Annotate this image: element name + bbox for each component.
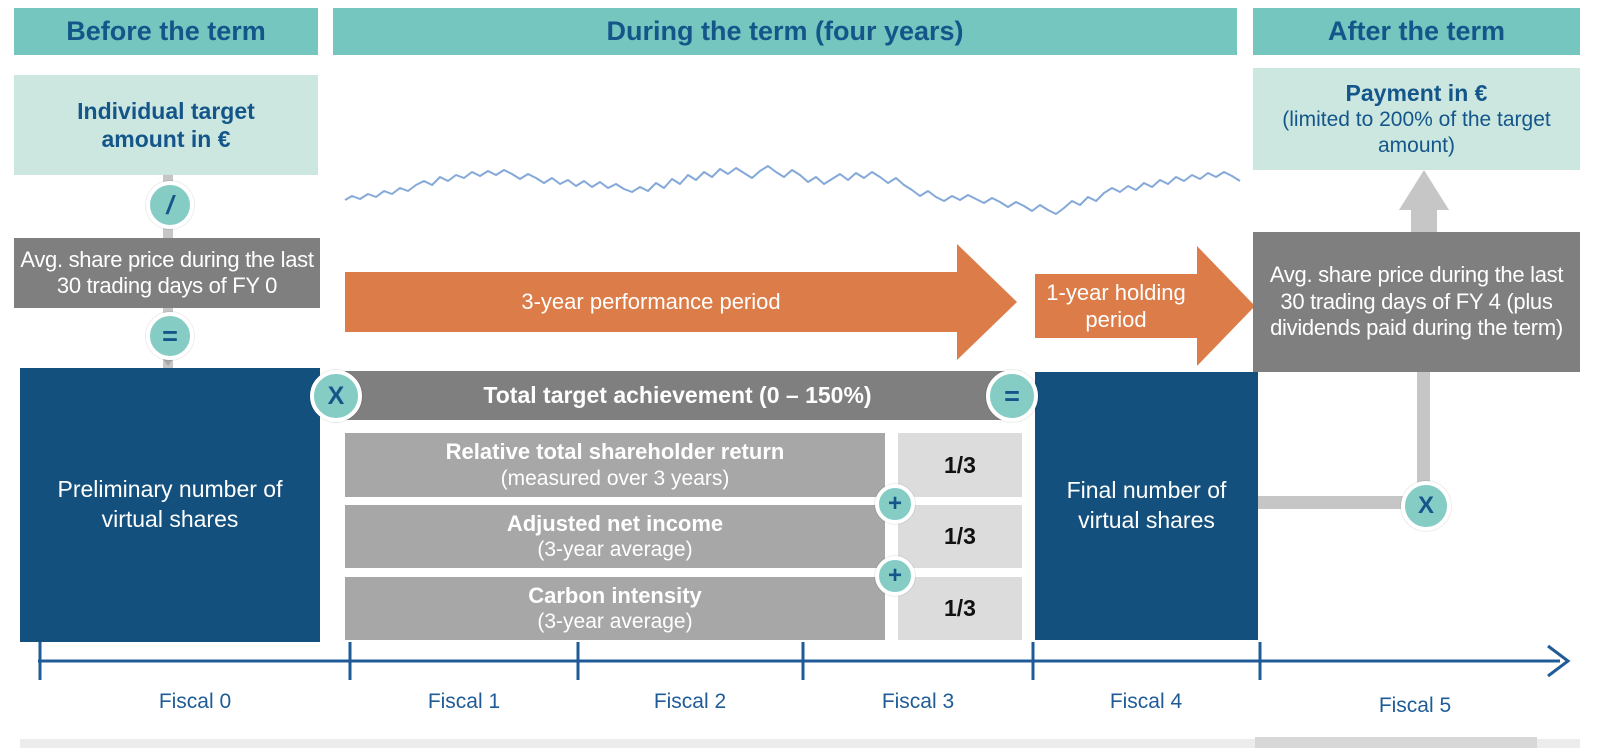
equals-operator-icon: = [986,370,1038,422]
bottom-strip [20,739,1580,748]
avg-share-price-fy0-box: Avg. share price during the last 30 trad… [14,238,320,308]
performance-period-arrow: 3-year performance period [345,272,957,332]
kpi-subtitle: (measured over 3 years) [500,466,730,490]
kpi-title: Carbon intensity [528,582,702,608]
kpi-relative-tsr-bar: Relative total shareholder return (measu… [345,433,885,497]
total-target-achievement-bar: Total target achievement (0 – 150%) [345,371,1010,420]
individual-target-line1: Individual target [77,97,255,124]
payment-title: Payment in € [1345,80,1488,107]
weight-box-net-income: 1/3 [898,505,1022,568]
plus-operator-icon: + [875,556,915,596]
final-virtual-shares-box: Final number of virtual shares [1035,372,1258,640]
weight-box-tsr: 1/3 [898,433,1022,497]
performance-arrowhead-icon [957,244,1017,360]
timeline-arrowhead-icon [1547,644,1571,678]
timeline-label-fiscal3: Fiscal 3 [881,690,955,713]
multiply-operator-icon: X [310,370,362,422]
individual-target-amount-box: Individual target amount in € [14,75,318,175]
timeline-label-fiscal1: Fiscal 1 [427,690,501,713]
kpi-carbon-intensity-bar: Carbon intensity (3-year average) [345,577,885,640]
holding-period-arrow: 1-year holding period [1035,274,1197,338]
right-horizontal-connector [1258,496,1420,509]
up-arrowhead-icon [1399,170,1449,210]
payment-subtitle: (limited to 200% of the target amount) [1282,108,1551,158]
up-arrow-shaft [1411,206,1437,236]
share-price-line [344,165,1241,215]
bottom-strip-segment [1255,737,1537,748]
header-before-term: Before the term [14,8,318,55]
kpi-subtitle: (3-year average) [537,610,693,634]
kpi-subtitle: (3-year average) [537,538,693,562]
avg-share-price-fy4-box: Avg. share price during the last 30 trad… [1253,232,1580,372]
timeline-label-fiscal2: Fiscal 2 [653,690,727,713]
kpi-title: Relative total shareholder return [445,439,785,465]
individual-target-line2: amount in € [101,126,231,152]
plus-operator-icon: + [875,484,915,524]
holding-arrowhead-icon [1197,246,1255,366]
timeline-label-fiscal0: Fiscal 0 [158,690,232,713]
kpi-adjusted-net-income-bar: Adjusted net income (3-year average) [345,505,885,568]
preliminary-virtual-shares-box: Preliminary number of virtual shares [20,368,320,642]
header-during-term: During the term (four years) [333,8,1237,55]
equals-operator-icon: = [146,312,194,360]
payment-box: Payment in € (limited to 200% of the tar… [1253,68,1580,170]
header-after-term: After the term [1253,8,1580,55]
multiply-operator-icon: X [1401,481,1451,531]
timeline-label-fiscal4: Fiscal 4 [1109,690,1183,713]
kpi-title: Adjusted net income [506,510,724,536]
right-vertical-connector [1417,372,1430,504]
timeline-label-fiscal5: Fiscal 5 [1378,694,1452,717]
divide-operator-icon: / [146,181,194,229]
weight-box-carbon: 1/3 [898,577,1022,640]
